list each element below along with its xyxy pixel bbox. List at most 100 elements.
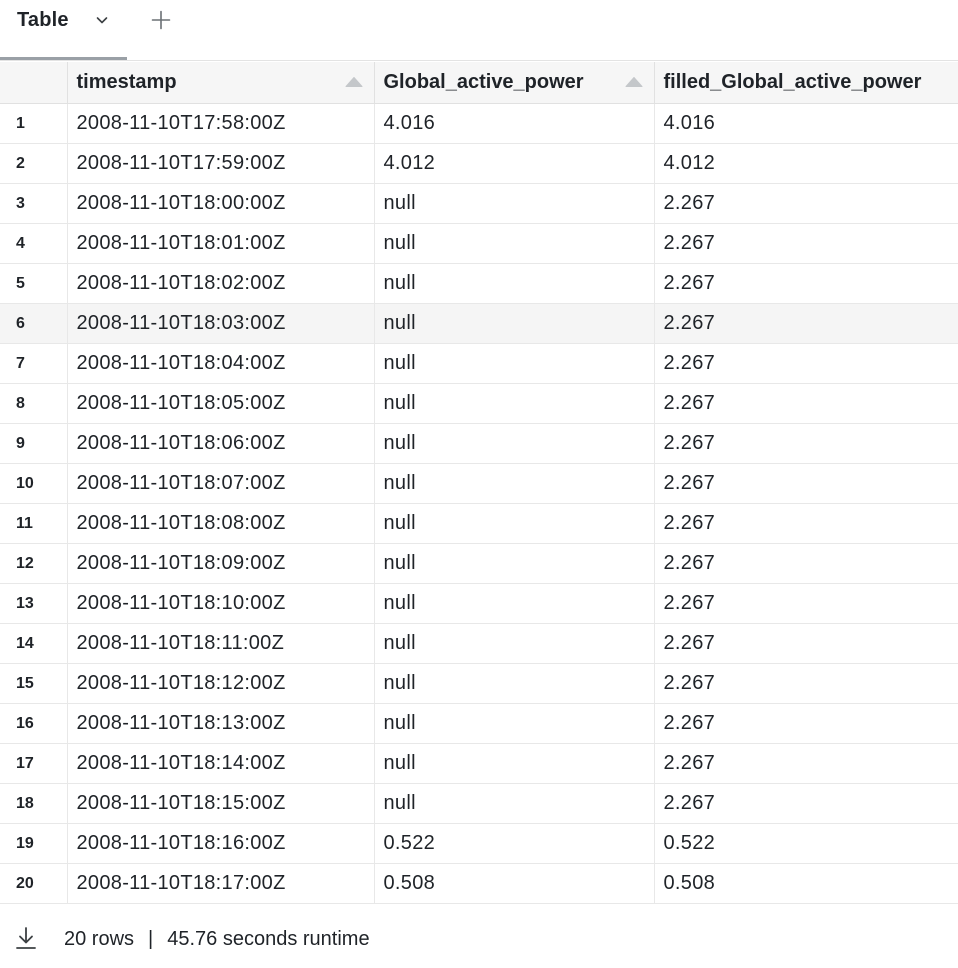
cell-global-active-power: null bbox=[374, 743, 655, 784]
row-index: 20 bbox=[0, 863, 68, 904]
column-header-filled-global-active-power[interactable]: filled_Global_active_power bbox=[654, 62, 958, 104]
row-index: 16 bbox=[0, 703, 68, 744]
column-header-label: Global_active_power bbox=[383, 71, 584, 93]
row-index: 14 bbox=[0, 623, 68, 664]
table-row[interactable]: 10 2008-11-10T18:07:00Z null 2.267 bbox=[0, 463, 958, 504]
table-row[interactable]: 17 2008-11-10T18:14:00Z null 2.267 bbox=[0, 743, 958, 784]
table-row[interactable]: 3 2008-11-10T18:00:00Z null 2.267 bbox=[0, 183, 958, 224]
row-index: 19 bbox=[0, 823, 68, 864]
row-index: 3 bbox=[0, 183, 68, 224]
table-row[interactable]: 4 2008-11-10T18:01:00Z null 2.267 bbox=[0, 223, 958, 264]
cell-timestamp: 2008-11-10T18:09:00Z bbox=[67, 543, 375, 584]
cell-timestamp: 2008-11-10T18:07:00Z bbox=[67, 463, 375, 504]
row-count: 20 rows bbox=[64, 928, 135, 950]
cell-timestamp: 2008-11-10T18:04:00Z bbox=[67, 343, 375, 384]
cell-global-active-power: null bbox=[374, 303, 655, 344]
cell-global-active-power: null bbox=[374, 263, 655, 304]
row-index: 6 bbox=[0, 303, 68, 344]
row-index: 1 bbox=[0, 103, 68, 144]
table-row[interactable]: 1 2008-11-10T17:58:00Z 4.016 4.016 bbox=[0, 103, 958, 144]
cell-global-active-power: 0.522 bbox=[374, 823, 655, 864]
column-header-label: filled_Global_active_power bbox=[663, 71, 922, 93]
tab-bar-divider bbox=[0, 60, 958, 61]
cell-timestamp: 2008-11-10T17:59:00Z bbox=[67, 143, 375, 184]
chevron-down-icon[interactable] bbox=[95, 13, 109, 27]
cell-timestamp: 2008-11-10T18:03:00Z bbox=[67, 303, 375, 344]
row-index: 12 bbox=[0, 543, 68, 584]
row-index: 15 bbox=[0, 663, 68, 704]
table-row[interactable]: 15 2008-11-10T18:12:00Z null 2.267 bbox=[0, 663, 958, 704]
cell-filled-global-active-power: 2.267 bbox=[654, 543, 958, 584]
table-row[interactable]: 18 2008-11-10T18:15:00Z null 2.267 bbox=[0, 783, 958, 824]
row-index: 13 bbox=[0, 583, 68, 624]
table-row[interactable]: 19 2008-11-10T18:16:00Z 0.522 0.522 bbox=[0, 823, 958, 864]
cell-timestamp: 2008-11-10T18:17:00Z bbox=[67, 863, 375, 904]
cell-timestamp: 2008-11-10T18:15:00Z bbox=[67, 783, 375, 824]
cell-global-active-power: null bbox=[374, 503, 655, 544]
cell-filled-global-active-power: 2.267 bbox=[654, 503, 958, 544]
plus-icon[interactable] bbox=[150, 9, 172, 31]
cell-timestamp: 2008-11-10T18:12:00Z bbox=[67, 663, 375, 704]
cell-global-active-power: null bbox=[374, 663, 655, 704]
column-header-label: timestamp bbox=[76, 71, 177, 93]
cell-filled-global-active-power: 2.267 bbox=[654, 743, 958, 784]
table-row[interactable]: 7 2008-11-10T18:04:00Z null 2.267 bbox=[0, 343, 958, 384]
row-index: 7 bbox=[0, 343, 68, 384]
cell-timestamp: 2008-11-10T18:05:00Z bbox=[67, 383, 375, 424]
table-header-row: timestamp Global_active_power filled_Glo… bbox=[0, 62, 958, 104]
cell-filled-global-active-power: 2.267 bbox=[654, 663, 958, 704]
table-row[interactable]: 16 2008-11-10T18:13:00Z null 2.267 bbox=[0, 703, 958, 744]
cell-global-active-power: null bbox=[374, 463, 655, 504]
tab-bar: Table bbox=[0, 0, 958, 61]
cell-filled-global-active-power: 2.267 bbox=[654, 583, 958, 624]
cell-timestamp: 2008-11-10T18:10:00Z bbox=[67, 583, 375, 624]
row-index: 10 bbox=[0, 463, 68, 504]
column-header-global-active-power[interactable]: Global_active_power bbox=[374, 62, 655, 104]
cell-filled-global-active-power: 2.267 bbox=[654, 183, 958, 224]
cell-filled-global-active-power: 0.508 bbox=[654, 863, 958, 904]
table-body: 1 2008-11-10T17:58:00Z 4.016 4.016 2 2008-11-… bbox=[0, 103, 958, 904]
cell-timestamp: 2008-11-10T18:13:00Z bbox=[67, 703, 375, 744]
cell-timestamp: 2008-11-10T18:00:00Z bbox=[67, 183, 375, 224]
cell-global-active-power: null bbox=[374, 423, 655, 464]
cell-timestamp: 2008-11-10T18:14:00Z bbox=[67, 743, 375, 784]
row-index: 11 bbox=[0, 503, 68, 544]
tab-table[interactable]: Table bbox=[0, 0, 127, 60]
download-icon[interactable] bbox=[14, 925, 38, 951]
table-row[interactable]: 5 2008-11-10T18:02:00Z null 2.267 bbox=[0, 263, 958, 304]
cell-global-active-power: null bbox=[374, 383, 655, 424]
table-row[interactable]: 14 2008-11-10T18:11:00Z null 2.267 bbox=[0, 623, 958, 664]
cell-filled-global-active-power: 2.267 bbox=[654, 303, 958, 344]
cell-filled-global-active-power: 0.522 bbox=[654, 823, 958, 864]
cell-timestamp: 2008-11-10T17:58:00Z bbox=[67, 103, 375, 144]
cell-global-active-power: null bbox=[374, 623, 655, 664]
row-index: 9 bbox=[0, 423, 68, 464]
table-row[interactable]: 2 2008-11-10T17:59:00Z 4.012 4.012 bbox=[0, 143, 958, 184]
column-header-timestamp[interactable]: timestamp bbox=[67, 62, 375, 104]
sort-ascending-icon[interactable] bbox=[344, 75, 364, 89]
table-row[interactable]: 8 2008-11-10T18:05:00Z null 2.267 bbox=[0, 383, 958, 424]
active-tab-underline bbox=[0, 57, 127, 60]
runtime-text: 45.76 seconds runtime bbox=[167, 928, 370, 950]
table-row[interactable]: 6 2008-11-10T18:03:00Z null 2.267 bbox=[0, 303, 958, 344]
cell-filled-global-active-power: 2.267 bbox=[654, 623, 958, 664]
row-index: 17 bbox=[0, 743, 68, 784]
cell-global-active-power: null bbox=[374, 703, 655, 744]
cell-global-active-power: null bbox=[374, 543, 655, 584]
cell-timestamp: 2008-11-10T18:06:00Z bbox=[67, 423, 375, 464]
row-index: 18 bbox=[0, 783, 68, 824]
table-row[interactable]: 9 2008-11-10T18:06:00Z null 2.267 bbox=[0, 423, 958, 464]
table-row[interactable]: 11 2008-11-10T18:08:00Z null 2.267 bbox=[0, 503, 958, 544]
table-row[interactable]: 12 2008-11-10T18:09:00Z null 2.267 bbox=[0, 543, 958, 584]
results-footer: 20 rows | 45.76 seconds runtime bbox=[0, 922, 958, 958]
cell-filled-global-active-power: 2.267 bbox=[654, 383, 958, 424]
row-index: 5 bbox=[0, 263, 68, 304]
table-row[interactable]: 13 2008-11-10T18:10:00Z null 2.267 bbox=[0, 583, 958, 624]
cell-global-active-power: null bbox=[374, 783, 655, 824]
cell-timestamp: 2008-11-10T18:01:00Z bbox=[67, 223, 375, 264]
sort-ascending-icon[interactable] bbox=[624, 75, 644, 89]
cell-timestamp: 2008-11-10T18:02:00Z bbox=[67, 263, 375, 304]
cell-filled-global-active-power: 2.267 bbox=[654, 263, 958, 304]
tab-table-label: Table bbox=[17, 9, 69, 31]
table-row[interactable]: 20 2008-11-10T18:17:00Z 0.508 0.508 bbox=[0, 863, 958, 904]
